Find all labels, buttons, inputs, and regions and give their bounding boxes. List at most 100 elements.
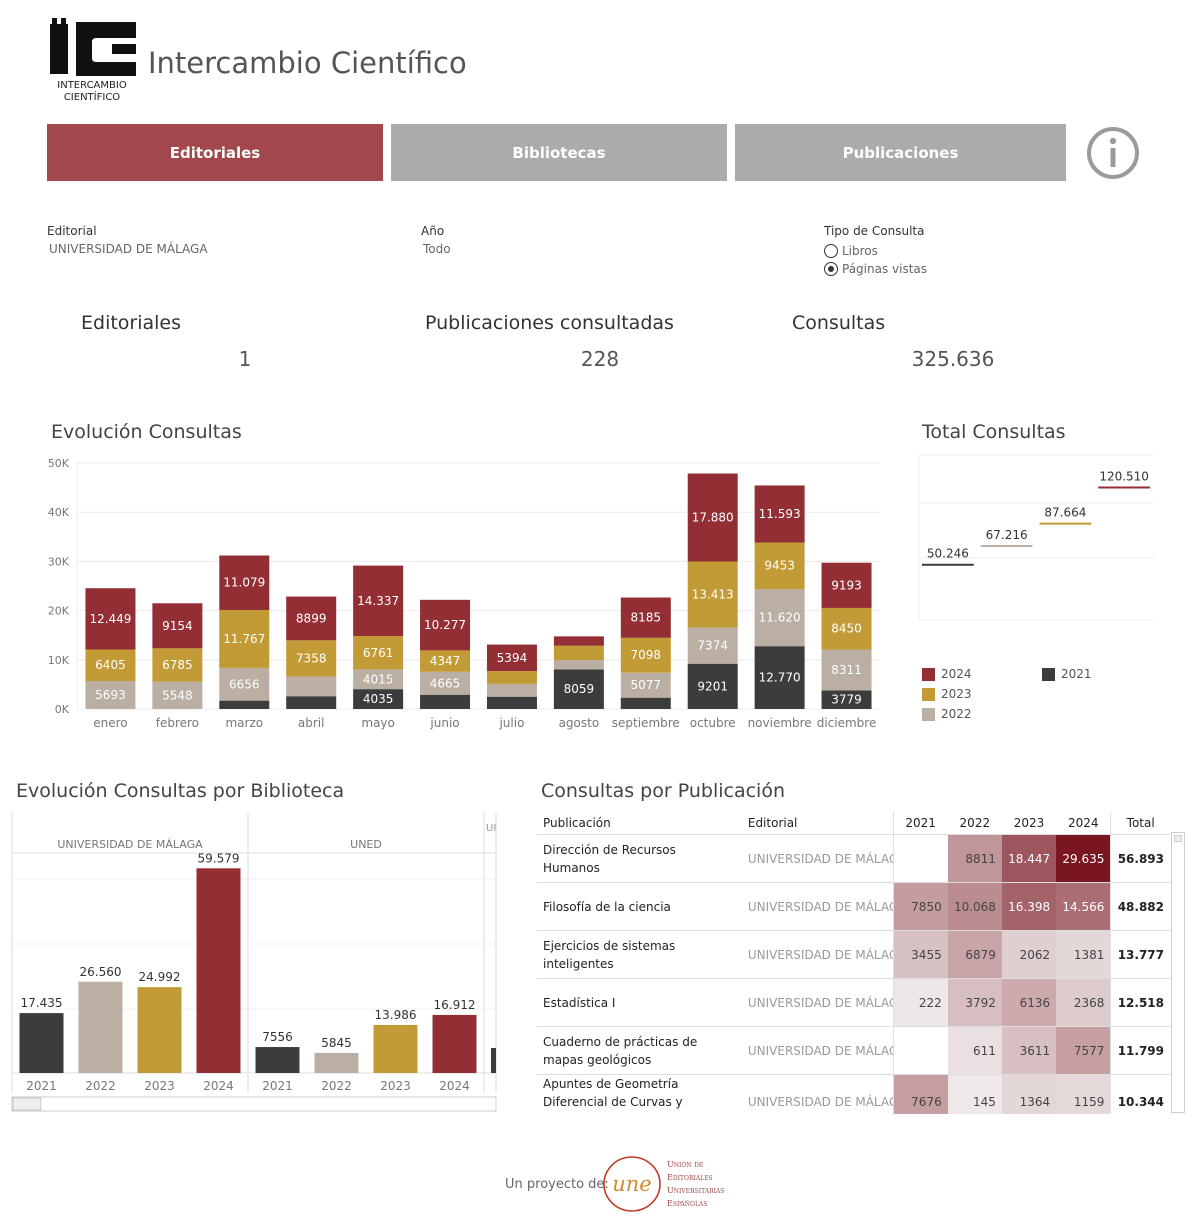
bar-segment-2022-septiembre[interactable]	[620, 672, 671, 698]
cell-2022[interactable]: 3792	[947, 978, 1002, 1027]
bar-segment-2024-septiembre[interactable]	[620, 597, 671, 638]
col-header-2023[interactable]: 2023	[1013, 816, 1045, 830]
cell-editorial[interactable]: UNIVERSIDAD DE MÁLAGA	[741, 882, 894, 931]
bar-segment-2023-abril[interactable]	[286, 640, 337, 677]
cell-2023[interactable]: 1364	[1001, 1074, 1057, 1114]
cell-editorial[interactable]: UNIVERSIDAD DE MÁLAGA	[741, 978, 894, 1027]
cell-total[interactable]: 56.893	[1110, 834, 1170, 883]
cell-2023[interactable]: 18.447	[1001, 834, 1057, 883]
editorial-filter-value[interactable]: UNIVERSIDAD DE MÁLAGA	[49, 242, 208, 256]
bar-segment-2024-marzo[interactable]	[219, 555, 270, 610]
cell-2024[interactable]: 1159	[1056, 1074, 1112, 1114]
cell-publicacion[interactable]: Estadística I	[537, 978, 742, 1027]
bib-bar-2022[interactable]	[314, 1052, 359, 1073]
tab-publicaciones[interactable]: Publicaciones	[735, 124, 1066, 181]
table-row[interactable]: Estadística I UNIVERSIDAD DE MÁLAGA 222 379…	[537, 978, 1170, 1027]
bar-segment-2022-junio[interactable]	[420, 671, 471, 695]
bar-segment-2022-mayo[interactable]	[353, 669, 404, 690]
cell-2023[interactable]: 2062	[1001, 930, 1057, 979]
radio-button[interactable]	[824, 244, 838, 258]
bar-segment-2024-mayo[interactable]	[353, 565, 404, 637]
bib-bar-2022[interactable]	[78, 981, 123, 1073]
cell-publicacion[interactable]: Cuaderno de prácticas de mapas geológico…	[537, 1026, 742, 1075]
cell-2021[interactable]	[893, 1026, 948, 1075]
bar-segment-2023-agosto[interactable]	[553, 645, 604, 661]
table-scrollbar-thumb[interactable]	[1174, 835, 1182, 842]
bib-bar-2021[interactable]	[255, 1047, 300, 1073]
cell-publicacion[interactable]: Dirección de Recursos Humanos	[537, 834, 742, 883]
bar-segment-2023-octubre[interactable]	[687, 561, 738, 628]
bar-segment-2024-octubre[interactable]	[687, 473, 738, 562]
bar-segment-2024-noviembre[interactable]	[754, 485, 805, 543]
bar-segment-2024-julio[interactable]	[486, 644, 537, 672]
bar-segment-2022-noviembre[interactable]	[754, 589, 805, 647]
bar-segment-2021-noviembre[interactable]	[754, 646, 805, 709]
horizontal-scrollbar[interactable]	[11, 1096, 497, 1112]
tab-bibliotecas[interactable]: Bibliotecas	[391, 124, 727, 181]
cell-2024[interactable]: 29.635	[1056, 834, 1112, 883]
table-row[interactable]: Cuaderno de prácticas de mapas geológico…	[537, 1026, 1170, 1075]
table-row[interactable]: Dirección de Recursos Humanos UNIVERSIDAD…	[537, 834, 1170, 883]
bar-segment-2023-junio[interactable]	[420, 650, 471, 672]
table-scrollbar[interactable]	[1171, 832, 1185, 1113]
cell-publicacion[interactable]: Apuntes de Geometría Diferencial de Curv…	[537, 1074, 742, 1114]
info-icon[interactable]	[1086, 126, 1140, 180]
bar-segment-2022-marzo[interactable]	[219, 667, 270, 701]
table-row[interactable]: Filosofía de la ciencia UNIVERSIDAD DE MÁ…	[537, 882, 1170, 931]
cell-2023[interactable]: 3611	[1001, 1026, 1057, 1075]
col-header-publicacion[interactable]: Publicación	[543, 816, 611, 830]
radio-option-paginas-vistas[interactable]: Páginas vistas	[824, 260, 927, 278]
cell-2021[interactable]: 7676	[893, 1074, 948, 1114]
cell-total[interactable]: 13.777	[1110, 930, 1170, 979]
cell-total[interactable]: 10.344	[1110, 1074, 1170, 1114]
bar-segment-2023-mayo[interactable]	[353, 636, 404, 670]
table-row[interactable]: Apuntes de Geometría Diferencial de Curv…	[537, 1074, 1170, 1114]
radio-option-libros[interactable]: Libros	[824, 242, 927, 260]
bar-segment-2022-febrero[interactable]	[152, 681, 203, 709]
cell-editorial[interactable]: UNIVERSIDAD DE MÁLAGA	[741, 930, 894, 979]
cell-2022[interactable]: 10.068	[947, 882, 1002, 931]
cell-2022[interactable]: 8811	[947, 834, 1002, 883]
bar-segment-2022-octubre[interactable]	[687, 627, 738, 664]
bar-segment-2024-diciembre[interactable]	[821, 562, 872, 608]
cell-total[interactable]: 11.799	[1110, 1026, 1170, 1075]
cell-2022[interactable]: 145	[947, 1074, 1002, 1114]
radio-button-selected[interactable]	[824, 262, 838, 276]
bar-segment-2021-mayo[interactable]	[353, 689, 404, 709]
col-header-total[interactable]: Total	[1126, 816, 1155, 830]
table-row[interactable]: Ejercicios de sistemas inteligentes UNIVE…	[537, 930, 1170, 979]
col-header-2022[interactable]: 2022	[959, 816, 991, 830]
cell-2024[interactable]: 14.566	[1056, 882, 1112, 931]
cell-2021[interactable]: 7850	[893, 882, 948, 931]
bar-segment-2022-julio[interactable]	[486, 683, 537, 697]
col-header-editorial[interactable]: Editorial	[741, 812, 894, 835]
bar-segment-2021-junio[interactable]	[420, 694, 471, 709]
bib-bar-partial[interactable]	[491, 1048, 496, 1073]
cell-total[interactable]: 12.518	[1110, 978, 1170, 1027]
bar-segment-2021-marzo[interactable]	[219, 700, 270, 709]
col-header-2024[interactable]: 2024	[1056, 812, 1112, 835]
bar-segment-2024-abril[interactable]	[286, 596, 337, 641]
cell-2022[interactable]: 6879	[947, 930, 1002, 979]
bar-segment-2023-marzo[interactable]	[219, 609, 270, 668]
bar-segment-2023-diciembre[interactable]	[821, 607, 872, 650]
cell-editorial[interactable]: UNIVERSIDAD DE MÁLAGA	[741, 1074, 894, 1114]
bar-segment-2024-agosto[interactable]	[553, 636, 604, 646]
bib-bar-2024[interactable]	[432, 1014, 477, 1073]
bar-segment-2023-febrero[interactable]	[152, 648, 203, 682]
bar-segment-2021-abril[interactable]	[286, 696, 337, 709]
bar-segment-2022-enero[interactable]	[85, 680, 136, 709]
bar-segment-2024-febrero[interactable]	[152, 603, 203, 649]
bar-segment-2021-agosto[interactable]	[553, 669, 604, 709]
bib-bar-2024[interactable]	[196, 868, 241, 1073]
bar-segment-2023-noviembre[interactable]	[754, 542, 805, 590]
cell-2023[interactable]: 16.398	[1001, 882, 1057, 931]
bar-segment-2021-julio[interactable]	[486, 696, 537, 709]
cell-editorial[interactable]: UNIVERSIDAD DE MÁLAGA	[741, 834, 894, 883]
cell-2021[interactable]	[893, 834, 948, 883]
cell-publicacion[interactable]: Ejercicios de sistemas inteligentes	[537, 930, 742, 979]
bib-bar-2023[interactable]	[373, 1024, 418, 1073]
cell-2022[interactable]: 611	[947, 1026, 1002, 1075]
bar-segment-2023-julio[interactable]	[486, 671, 537, 684]
bar-segment-2023-enero[interactable]	[85, 649, 136, 681]
